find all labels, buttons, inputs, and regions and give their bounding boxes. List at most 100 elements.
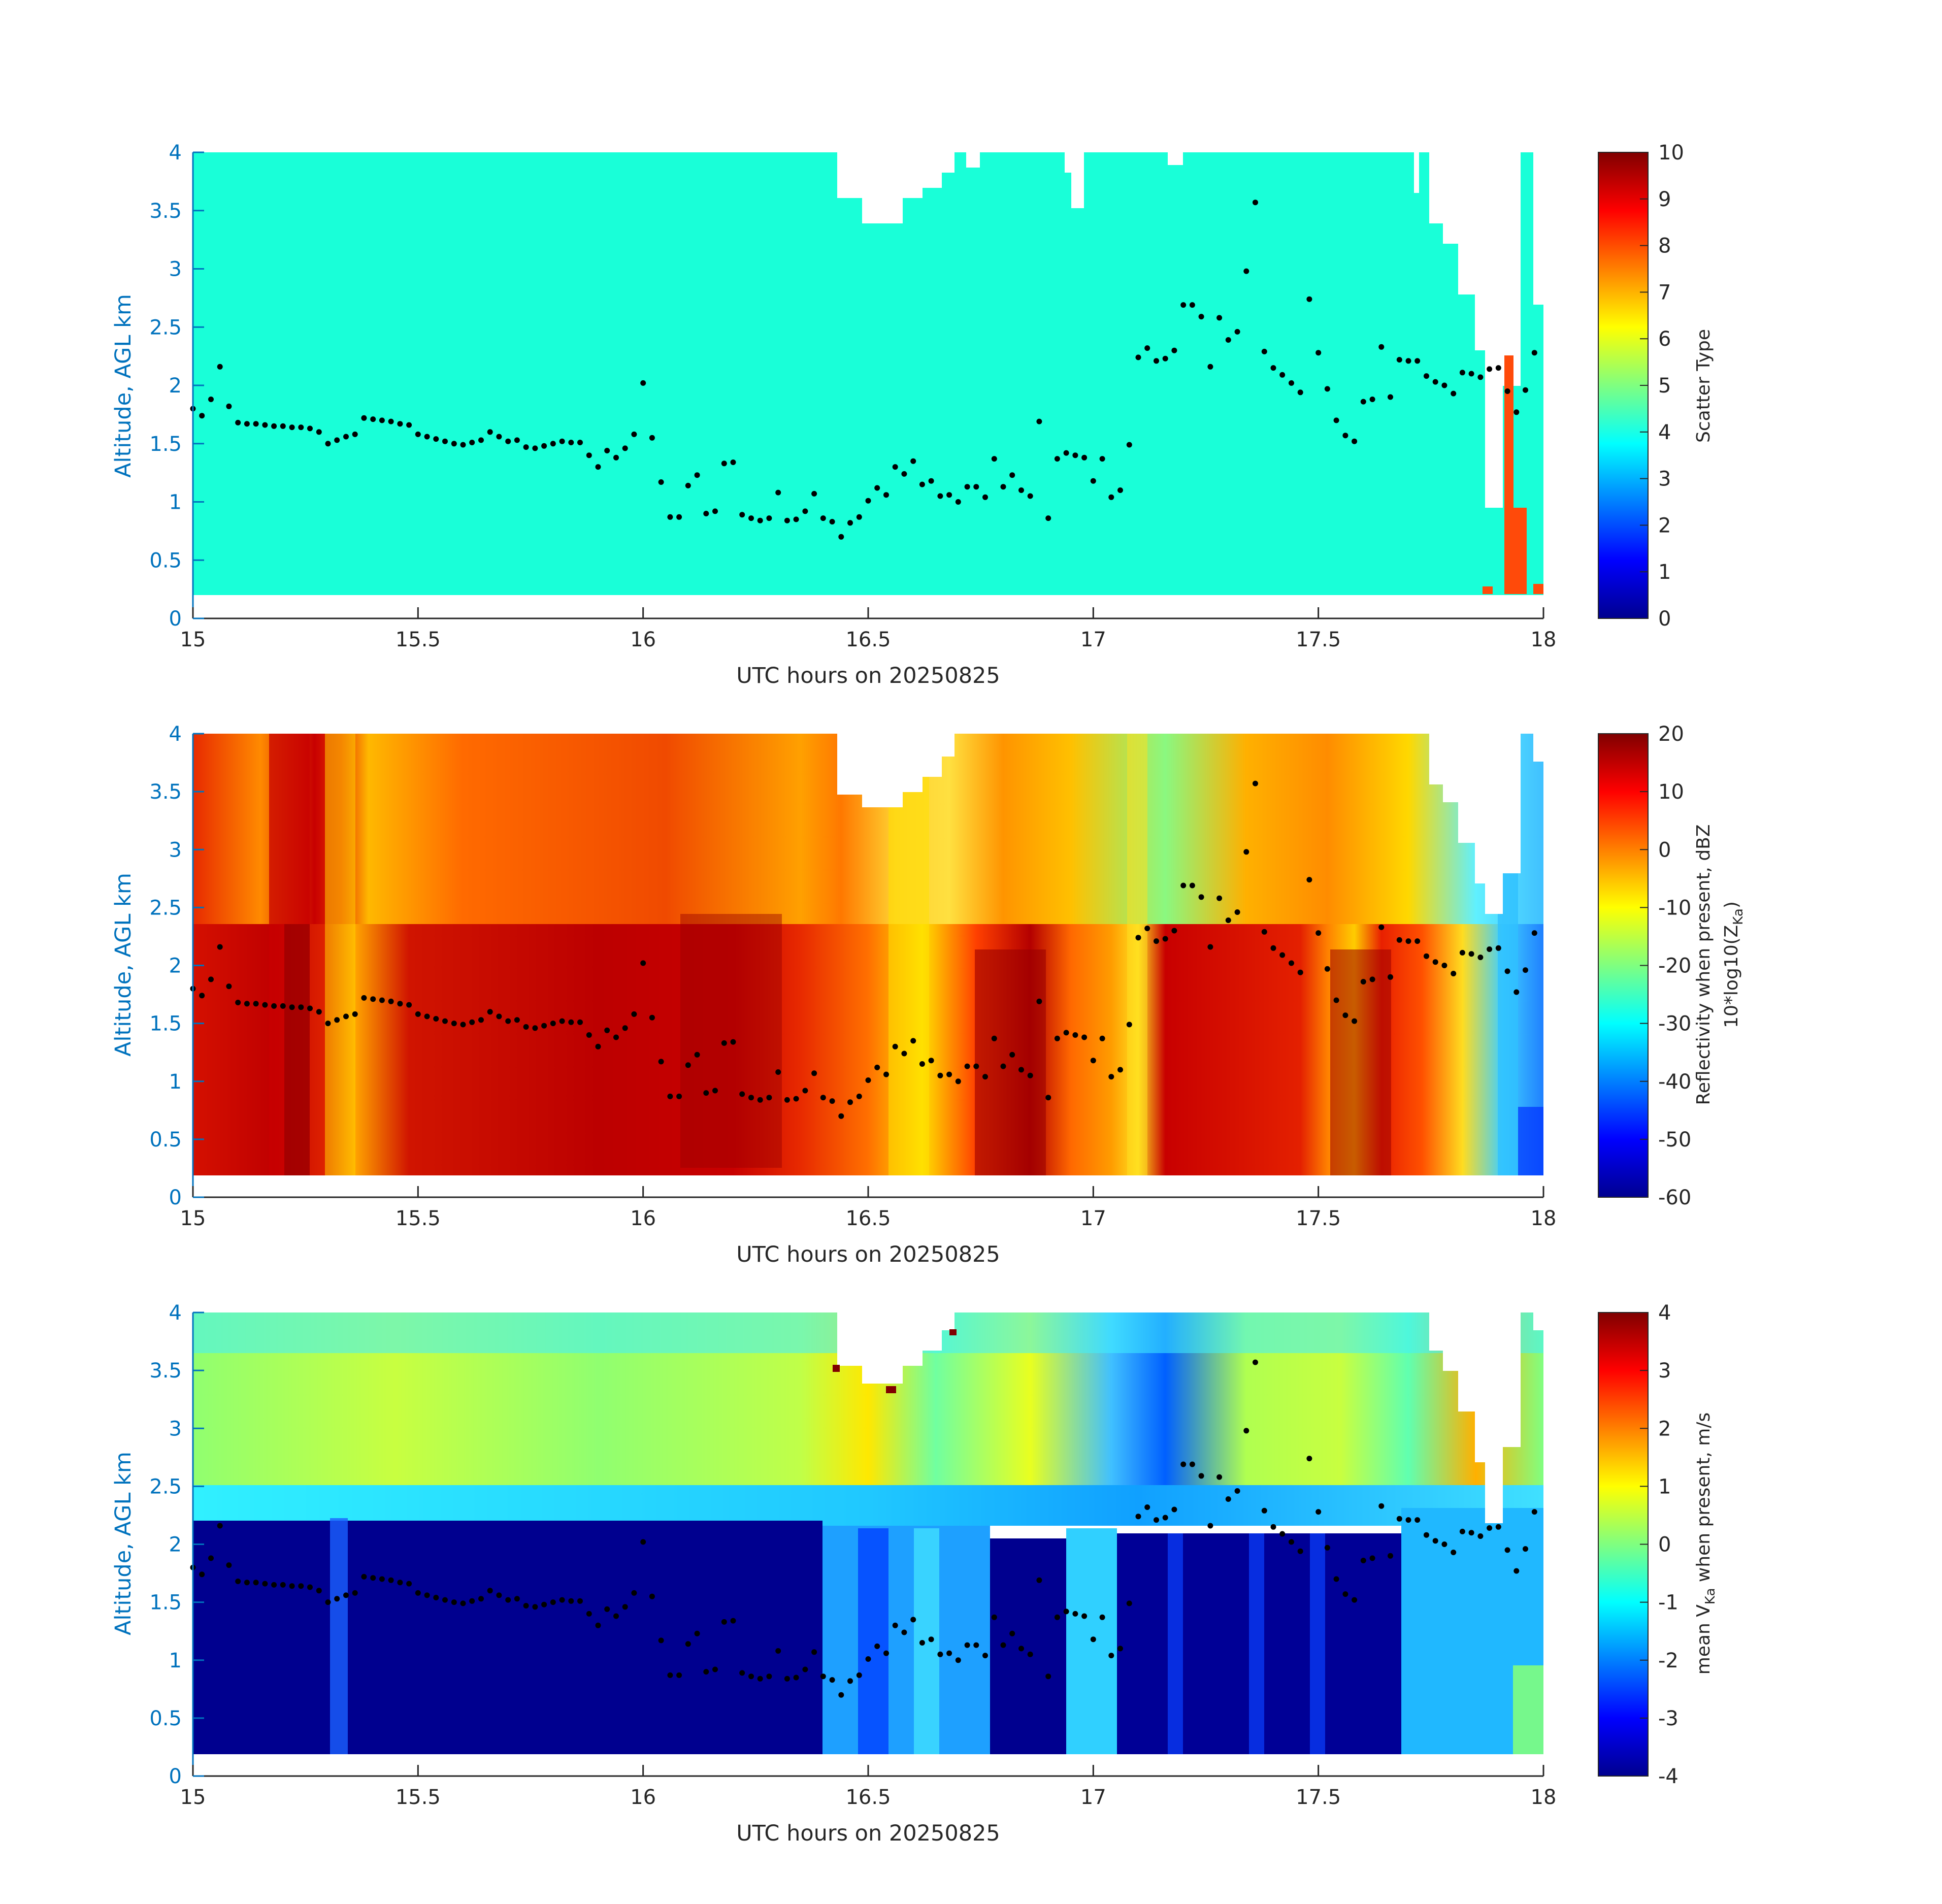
cloud-base-point bbox=[1027, 1072, 1033, 1078]
cloud-base-point bbox=[613, 1034, 619, 1040]
colorbar-tick-label: 2 bbox=[1658, 1417, 1671, 1440]
cloud-base-point bbox=[892, 464, 898, 470]
y-tick-label: 3 bbox=[169, 1417, 182, 1440]
x-tick-label: 15.5 bbox=[396, 628, 441, 651]
scatter-type-spike bbox=[1513, 508, 1527, 594]
cloud-base-point bbox=[487, 1588, 493, 1594]
cloud-base-point bbox=[1090, 478, 1096, 484]
y-tick-label: 1 bbox=[169, 1649, 182, 1672]
cloud-base-point bbox=[703, 1090, 709, 1096]
cloud-base-point bbox=[505, 438, 511, 444]
cloud-base-point bbox=[1459, 370, 1465, 376]
cloud-base-point bbox=[937, 1072, 943, 1078]
no-data-region bbox=[1533, 152, 1543, 305]
cloud-base-point bbox=[1036, 998, 1042, 1004]
cloud-base-point bbox=[1117, 487, 1123, 493]
colorbar-tick-label: 0 bbox=[1658, 838, 1671, 862]
cloud-base-point bbox=[1180, 302, 1187, 308]
y-axis-ticks: 0 0.5 1 1.5 2 2.5 3 3.5 4 bbox=[149, 141, 204, 631]
cloud-base-point bbox=[1451, 390, 1457, 397]
cloud-base-point bbox=[388, 1577, 394, 1583]
y-tick-label: 2 bbox=[169, 374, 182, 398]
cloud-base-point bbox=[1225, 337, 1231, 343]
cloud-base-point bbox=[271, 1003, 277, 1009]
x-axis-label: UTC hours on 20250825 bbox=[736, 663, 1000, 688]
y-tick-label: 0 bbox=[169, 607, 182, 631]
reflectivity-heatmap bbox=[193, 734, 1543, 1175]
cloud-base-point bbox=[811, 1649, 817, 1655]
cloud-base-point bbox=[919, 481, 925, 487]
cloud-base-point bbox=[388, 998, 394, 1004]
cloud-base-point bbox=[1289, 960, 1294, 966]
cloud-base-point bbox=[424, 1592, 430, 1598]
cloud-base-point bbox=[1054, 1614, 1060, 1620]
cloud-base-point bbox=[1369, 976, 1375, 982]
cloud-base-point bbox=[982, 1074, 988, 1080]
cloud-base-point bbox=[1504, 968, 1510, 974]
colorbar-tick-label: -2 bbox=[1658, 1649, 1678, 1672]
cloud-base-point bbox=[1333, 1576, 1339, 1582]
cloud-base-point bbox=[1477, 1533, 1484, 1539]
cloud-base-point bbox=[1388, 974, 1393, 980]
cloud-base-point bbox=[1495, 365, 1501, 371]
cloud-base-point bbox=[415, 1011, 421, 1017]
cloud-base-point bbox=[1279, 372, 1286, 378]
cloud-base-point bbox=[1487, 366, 1493, 372]
cloud-base-point bbox=[478, 437, 484, 443]
colorbar-tick-label: 7 bbox=[1658, 281, 1671, 304]
colorbar-ticks: -4 -3 -2 -1 0 1 2 3 4 bbox=[1640, 1301, 1678, 1788]
cloud-base-point bbox=[1090, 1058, 1096, 1064]
y-tick-label: 3.5 bbox=[149, 1359, 182, 1383]
cloud-base-point bbox=[325, 1021, 331, 1027]
cloud-base-point bbox=[667, 1672, 673, 1678]
cloud-base-point bbox=[748, 1095, 754, 1101]
x-tick-label: 16.5 bbox=[845, 1207, 891, 1230]
cloud-base-point bbox=[496, 1013, 502, 1020]
cloud-base-point bbox=[820, 1673, 826, 1680]
scatter-type-spike bbox=[1533, 584, 1543, 594]
cloud-base-point bbox=[658, 1637, 664, 1644]
x-axis-ticks: 15 15.5 16 16.5 17 17.5 18 bbox=[180, 607, 1556, 651]
colorbar-tick-label: 1 bbox=[1658, 1475, 1671, 1498]
cloud-base-point bbox=[1243, 1428, 1249, 1434]
cloud-base-point bbox=[1378, 924, 1385, 930]
cloud-base-point bbox=[1253, 1359, 1258, 1365]
cloud-base-point bbox=[901, 471, 907, 477]
cloud-base-point bbox=[217, 1523, 223, 1529]
y-tick-label: 0.5 bbox=[149, 549, 182, 572]
cloud-base-point bbox=[1243, 268, 1249, 274]
cloud-base-point bbox=[928, 478, 934, 484]
cloud-base-point bbox=[928, 1636, 934, 1643]
cloud-base-point bbox=[1432, 959, 1438, 965]
cloud-base-point bbox=[1405, 1517, 1411, 1523]
cloud-base-point bbox=[838, 1692, 844, 1698]
cloud-base-point bbox=[1513, 1568, 1520, 1574]
cloud-base-point bbox=[1504, 1547, 1510, 1553]
cloud-base-point bbox=[505, 1597, 511, 1603]
cloud-base-point bbox=[1468, 951, 1474, 957]
cloud-base-point bbox=[631, 431, 637, 437]
y-tick-label: 3 bbox=[169, 838, 182, 862]
cloud-base-point bbox=[550, 1599, 556, 1605]
cloud-base-point bbox=[208, 976, 214, 982]
cloud-base-point bbox=[505, 1018, 511, 1024]
cloud-base-point bbox=[667, 514, 673, 520]
cloud-base-point bbox=[793, 1096, 799, 1102]
cloud-base-point bbox=[1360, 979, 1366, 984]
x-axis-label: UTC hours on 20250825 bbox=[736, 1821, 1000, 1846]
cloud-base-point bbox=[1253, 200, 1258, 206]
cloud-base-point bbox=[937, 493, 943, 499]
x-tick-label: 17.5 bbox=[1296, 1207, 1341, 1230]
cloud-base-point bbox=[1414, 1517, 1421, 1523]
cloud-base-point bbox=[847, 520, 853, 526]
velocity-surface-streak bbox=[1513, 1665, 1543, 1754]
cloud-base-point bbox=[289, 424, 295, 431]
colorbar-tick-label: -10 bbox=[1658, 896, 1691, 920]
reflectivity-streak bbox=[1518, 1107, 1543, 1175]
cloud-base-point bbox=[316, 1009, 322, 1015]
cloud-base-point bbox=[730, 459, 736, 465]
cloud-base-point bbox=[280, 423, 286, 429]
cloud-base-point bbox=[667, 1093, 673, 1099]
cloud-base-point bbox=[964, 1063, 970, 1069]
cloud-base-point bbox=[433, 1595, 439, 1600]
